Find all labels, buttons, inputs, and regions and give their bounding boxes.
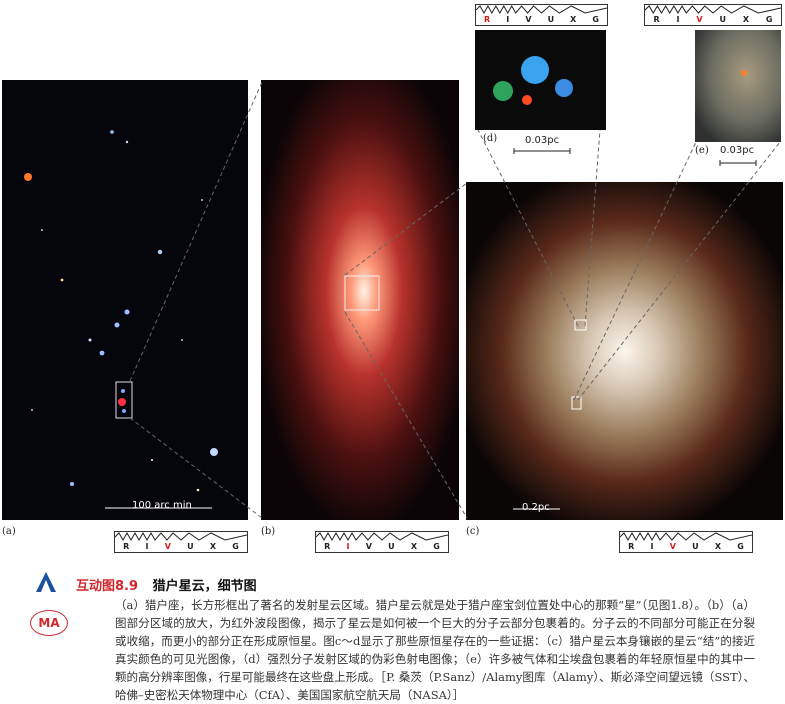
band-x: X (714, 542, 722, 551)
band-v: V (164, 542, 171, 551)
panel-c-box-e (571, 396, 582, 410)
band-i: I (676, 15, 680, 24)
star (41, 229, 43, 231)
panel-e-protostar-image (695, 30, 781, 142)
scale-label-c: 0.2pc (522, 502, 550, 513)
spectrum-bar-b: R I V U X G (315, 531, 449, 553)
scale-label-a: 100 arc min (132, 500, 192, 511)
star (121, 389, 125, 393)
band-i: I (650, 542, 654, 551)
panel-c-box-d (574, 319, 587, 331)
panel-a-highlight-box (115, 381, 133, 419)
band-x: X (410, 542, 418, 551)
panel-b-infrared-nebula (261, 80, 459, 520)
star (157, 249, 163, 255)
band-g: G (765, 15, 773, 24)
star-rigel (210, 448, 218, 456)
panel-label-b: (b) (261, 526, 276, 537)
panel-b-image (261, 80, 459, 520)
band-r: R (653, 15, 660, 24)
panel-d-image (475, 30, 606, 130)
panel-label-c: (c) (466, 526, 480, 537)
star (181, 339, 183, 341)
band-g: G (592, 15, 599, 24)
star (110, 130, 114, 134)
star (201, 199, 203, 201)
scale-label-d: 0.03pc (525, 135, 560, 146)
figure-caption: （a）猎户座，长方形框出了著名的发射星云区域。猎户星云就是处于猎户座宝剑位置处中… (115, 598, 755, 702)
spectrum-bar-a: R I V U X G (114, 531, 248, 553)
protostar (741, 70, 747, 76)
panel-label-d: (d) (483, 133, 498, 144)
band-i: I (346, 542, 350, 551)
panel-e-image (695, 30, 781, 142)
star (151, 459, 153, 461)
band-x: X (209, 542, 217, 551)
band-u: U (388, 542, 395, 551)
band-v: V (696, 15, 703, 24)
band-g: G (433, 542, 440, 551)
band-r: R (484, 15, 491, 24)
figure-name: 猎户星云，细节图 (152, 579, 257, 594)
star (122, 409, 126, 413)
ma-logo-text: MA (38, 616, 60, 630)
spectrum-bar-e: R I V U X G (644, 4, 782, 26)
spectrum-bar-d: R I V U X G (475, 4, 608, 26)
panel-a-starfield (24, 130, 218, 509)
orion-nebula-glow (118, 398, 126, 406)
star (124, 309, 130, 315)
scale-bar-d (513, 148, 571, 154)
panel-c-image: 0.2pc (466, 182, 783, 520)
panel-label-a: (a) (2, 526, 16, 537)
star (196, 488, 200, 492)
star (125, 140, 129, 144)
star (60, 278, 64, 282)
figure-title: 互动图8.9 猎户星云，细节图 (76, 575, 257, 594)
band-u: U (719, 15, 726, 24)
panel-b-highlight-box (344, 275, 380, 311)
band-u: U (187, 542, 194, 551)
star (114, 322, 120, 328)
band-r: R (324, 542, 331, 551)
panel-label-e: (e) (695, 145, 709, 156)
star (99, 350, 105, 356)
band-i: I (145, 542, 149, 551)
band-v: V (365, 542, 372, 551)
figure-number: 互动图8.9 (76, 579, 139, 594)
ma-logo: MA (30, 610, 68, 636)
scale-label-e: 0.03pc (720, 145, 755, 156)
band-g: G (737, 542, 744, 551)
band-u: U (547, 15, 555, 24)
band-x: X (742, 15, 750, 24)
mountain-icon (36, 572, 56, 592)
star (70, 482, 74, 486)
panel-a-image: 100 arc min (2, 80, 248, 520)
star-betelgeuse (24, 173, 32, 181)
band-r: R (628, 542, 635, 551)
band-g: G (232, 542, 239, 551)
panel-c-visible-nebula (466, 182, 783, 520)
band-i: I (506, 15, 510, 24)
band-u: U (692, 542, 699, 551)
star (31, 409, 33, 411)
band-v: V (669, 542, 676, 551)
band-x: X (570, 15, 577, 24)
band-v: V (525, 15, 532, 24)
band-r: R (123, 542, 130, 551)
scale-bar-e (719, 160, 757, 166)
star (88, 338, 92, 342)
spectrum-bar-c: R I V U X G (619, 531, 753, 553)
panel-d-radio-image (493, 56, 573, 105)
